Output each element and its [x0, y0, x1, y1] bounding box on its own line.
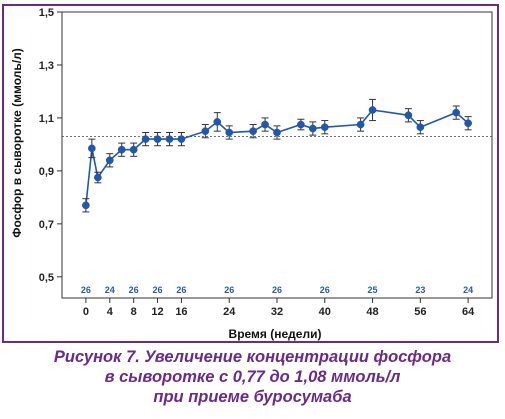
- data-point: [88, 144, 96, 153]
- patient-count-label: 26: [272, 285, 282, 295]
- x-tick-label: 48: [366, 306, 378, 318]
- patient-count-label: 26: [176, 285, 186, 295]
- patient-count-label: 24: [105, 285, 115, 295]
- caption-line-2: в сыворотке с 0,77 до 1,08 ммоль/л: [104, 368, 401, 386]
- x-tick-label: 64: [462, 306, 475, 318]
- plot-border: [61, 11, 493, 299]
- data-point: [464, 119, 472, 128]
- x-tick-label: 12: [151, 306, 163, 318]
- data-point: [105, 156, 114, 165]
- x-tick-label: 16: [175, 306, 187, 318]
- figure-caption: Рисунок 7. Увеличение концентрации фосфо…: [0, 347, 505, 407]
- x-tick-label: 8: [131, 306, 137, 318]
- data-point: [117, 145, 126, 154]
- x-tick-label: 4: [107, 306, 114, 318]
- data-point: [368, 106, 377, 114]
- series-line: [85, 109, 469, 206]
- x-tick-label: 24: [223, 306, 236, 318]
- caption-line-1: Рисунок 7. Увеличение концентрации фосфо…: [53, 348, 452, 366]
- figure-frame: [2, 4, 499, 343]
- x-tick-label: 0: [83, 306, 89, 318]
- phosphorus-chart: Фосфор в сыворотке (ммоль/л) Время (неде…: [10, 7, 493, 341]
- x-axis-title: Время (недели): [229, 327, 322, 341]
- x-tick-label: 32: [271, 306, 283, 318]
- caption-line-3: при приеме буросумаба: [153, 388, 352, 406]
- patient-count-label: 25: [368, 285, 378, 295]
- data-point: [273, 128, 281, 137]
- data-point: [404, 111, 413, 120]
- data-point: [93, 173, 102, 182]
- patient-count-label: 26: [224, 285, 234, 295]
- y-tick-label: 1,1: [39, 113, 54, 125]
- data-point: [320, 123, 329, 132]
- data-point: [213, 118, 222, 126]
- data-point: [261, 120, 269, 129]
- x-tick-label: 40: [319, 306, 331, 318]
- patient-count-label: 26: [129, 285, 139, 295]
- patient-count-label: 26: [320, 285, 330, 295]
- data-point: [452, 108, 461, 117]
- data-point: [249, 127, 257, 136]
- y-tick-label: 0,9: [39, 166, 54, 178]
- x-tick-label: 56: [414, 306, 426, 318]
- data-point: [297, 120, 305, 129]
- data-point: [141, 135, 150, 143]
- data-point: [356, 120, 365, 129]
- data-point: [153, 135, 162, 143]
- patient-count-label: 26: [81, 285, 91, 295]
- y-axis-title: Фосфор в сыворотке (ммоль/л): [10, 48, 24, 237]
- y-tick-label: 1,3: [39, 60, 54, 72]
- y-tick-label: 1,5: [39, 7, 54, 19]
- data-point: [416, 123, 425, 132]
- y-tick-label: 0,7: [39, 219, 54, 231]
- patient-count-label: 24: [463, 285, 473, 295]
- data-point: [82, 201, 90, 210]
- patient-count-label: 26: [153, 285, 163, 295]
- y-tick-label: 0,5: [39, 272, 54, 284]
- data-point: [177, 135, 186, 143]
- data-point: [308, 124, 317, 133]
- data-point: [129, 145, 138, 154]
- data-point: [201, 127, 210, 136]
- data-point: [225, 128, 234, 137]
- patient-count-label: 23: [415, 285, 425, 295]
- data-point: [165, 135, 174, 143]
